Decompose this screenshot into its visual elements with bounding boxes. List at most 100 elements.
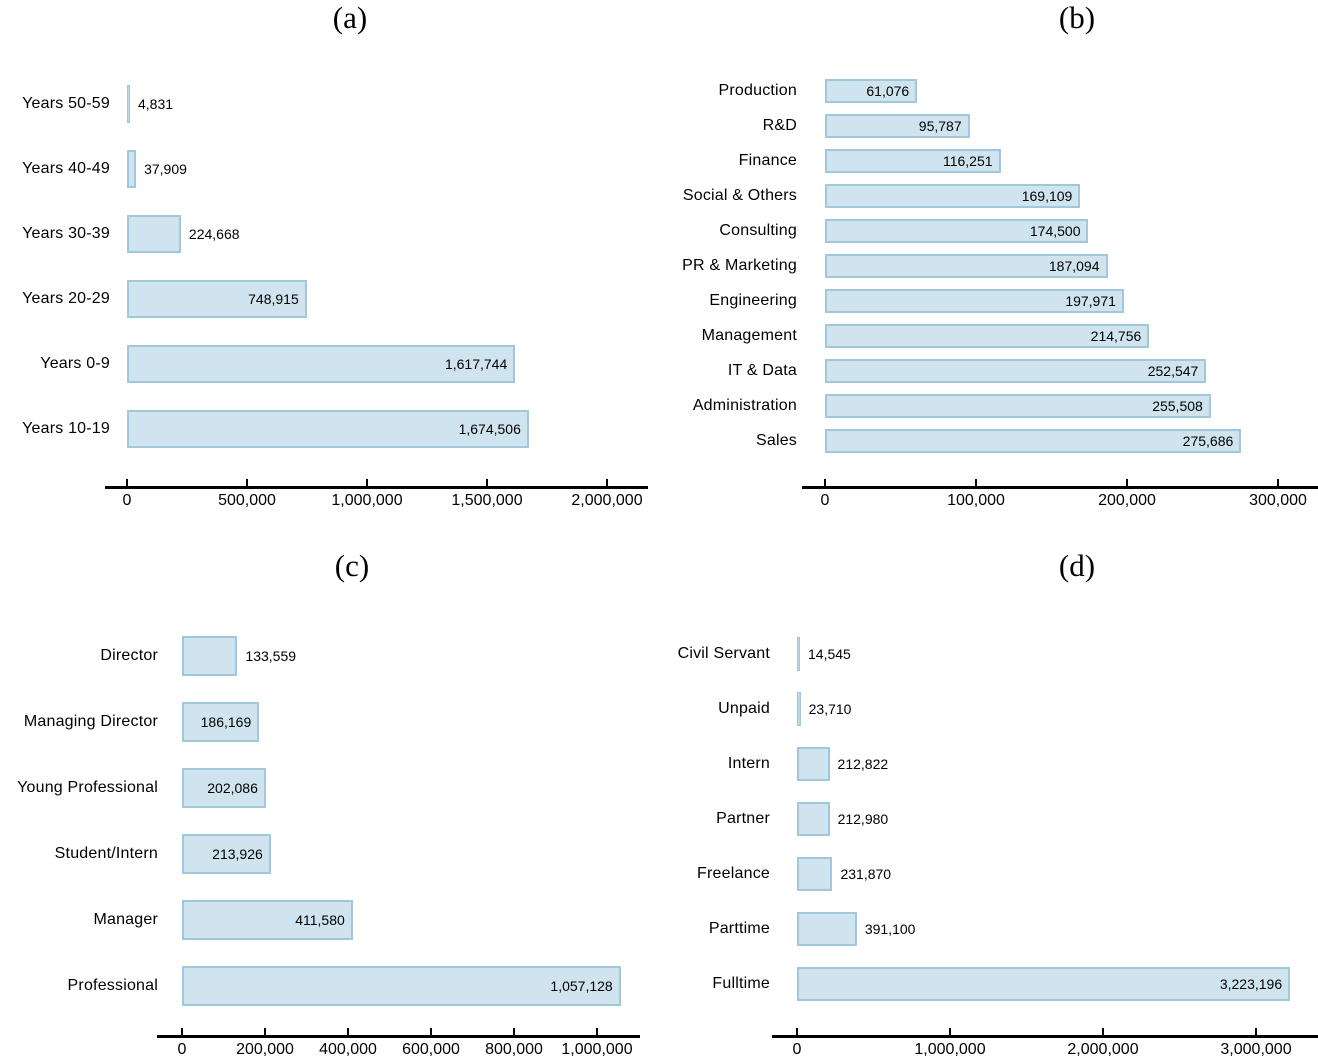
bar xyxy=(127,280,307,318)
x-axis-tick-label: 1,000,000 xyxy=(331,492,403,509)
category-label: Years 20-29 xyxy=(22,290,110,307)
bar xyxy=(797,912,857,946)
bar-value-label: 37,909 xyxy=(144,161,187,177)
x-axis-tick xyxy=(347,1028,349,1035)
bar-value-label: 212,822 xyxy=(837,756,889,772)
bar xyxy=(182,900,353,940)
chart-title-d: (d) xyxy=(1058,548,1096,583)
bar xyxy=(127,410,529,448)
bar xyxy=(797,967,1291,1001)
bar-value-label: 1,674,506 xyxy=(458,421,521,437)
x-axis-tick xyxy=(513,1028,515,1035)
bar xyxy=(127,150,137,188)
x-axis-line xyxy=(772,1035,1318,1038)
x-axis-tick-label: 1,500,000 xyxy=(451,492,523,509)
plot-area-c: Director 133,559 Managing Director 186,169 Y… xyxy=(0,530,659,1061)
plot-area-b: Production 61,076 R&D 95,787 Finance 116,251 S… xyxy=(659,0,1318,530)
category-label: Managing Director xyxy=(23,713,158,730)
x-axis-tick-label: 1,000,000 xyxy=(561,1041,633,1058)
x-axis-tick-label: 300,000 xyxy=(1249,492,1307,509)
bar-value-label: 212,980 xyxy=(837,811,889,827)
x-axis-tick xyxy=(366,479,368,486)
category-label: Professional xyxy=(67,977,158,994)
category-label: Consulting xyxy=(719,222,797,239)
x-axis-tick-label: 2,000,000 xyxy=(1067,1041,1139,1058)
chart-panel-c: (c) Director 133,559 Managing Director 186,… xyxy=(0,530,659,1061)
bar xyxy=(825,429,1242,453)
chart-title-b: (b) xyxy=(1058,0,1096,35)
category-label: Years 10-19 xyxy=(22,420,110,437)
bar xyxy=(182,834,271,874)
bar xyxy=(825,289,1124,313)
bar-value-label: 14,545 xyxy=(808,646,851,662)
chart-title-a: (a) xyxy=(332,0,368,35)
bar-value-label: 1,057,128 xyxy=(550,978,613,994)
category-label: Manager xyxy=(93,911,158,928)
bar-value-label: 186,169 xyxy=(200,714,252,730)
category-label: Years 30-39 xyxy=(22,225,110,242)
bar xyxy=(797,857,833,891)
x-axis-tick-label: 400,000 xyxy=(319,1041,377,1058)
bar xyxy=(182,966,621,1006)
bar-value-label: 4,831 xyxy=(138,96,174,112)
x-axis-tick-label: 0 xyxy=(122,492,132,509)
bar-value-label: 3,223,196 xyxy=(1219,976,1283,992)
category-label: R&D xyxy=(762,117,797,134)
category-label: Engineering xyxy=(709,292,797,309)
category-label: Production xyxy=(718,82,797,99)
chart-panel-d: (d) Civil Servant 14,545 Unpaid 23,710 Inter… xyxy=(659,530,1318,1061)
x-axis-tick-label: 200,000 xyxy=(1098,492,1156,509)
bar xyxy=(825,254,1108,278)
category-label: Parttime xyxy=(708,920,770,937)
x-axis-tick-label: 3,000,000 xyxy=(1220,1041,1292,1058)
bar-value-label: 411,580 xyxy=(295,912,345,928)
x-axis-tick xyxy=(606,479,608,486)
bar-value-label: 231,870 xyxy=(840,866,892,882)
bar-value-label: 95,787 xyxy=(918,118,962,134)
x-axis-tick xyxy=(430,1028,432,1035)
bar xyxy=(825,79,918,103)
bar xyxy=(825,324,1150,348)
category-label: Partner xyxy=(716,810,770,827)
x-axis-tick-label: 800,000 xyxy=(485,1041,543,1058)
plot-area-a: Years 50-59 4,831 Years 40-49 37,909 Years 3… xyxy=(0,0,659,530)
bar xyxy=(825,149,1001,173)
bar xyxy=(182,702,260,742)
bar-value-label: 213,926 xyxy=(212,846,263,862)
bar xyxy=(825,359,1207,383)
bar-value-label: 1,617,744 xyxy=(444,356,508,372)
category-label: Years 50-59 xyxy=(22,95,110,112)
bar xyxy=(182,768,266,808)
category-label: Administration xyxy=(692,397,797,414)
category-label: Social & Others xyxy=(682,187,797,204)
x-axis-tick-label: 0 xyxy=(820,492,830,509)
category-label: Years 0-9 xyxy=(40,355,110,372)
bar-value-label: 255,508 xyxy=(1152,398,1203,414)
category-label: Finance xyxy=(738,152,797,169)
x-axis-tick xyxy=(1102,1028,1104,1035)
category-label: Unpaid xyxy=(718,700,770,717)
bar xyxy=(182,636,238,676)
chart-title-c: (c) xyxy=(334,548,370,583)
x-axis-tick-label: 100,000 xyxy=(947,492,1005,509)
bar-value-label: 187,094 xyxy=(1048,258,1100,274)
x-axis-tick xyxy=(126,479,128,486)
category-label: Civil Servant xyxy=(677,645,770,662)
bar-value-label: 61,076 xyxy=(866,83,910,99)
x-axis-tick-label: 600,000 xyxy=(402,1041,460,1058)
x-axis-line xyxy=(105,486,648,489)
bar-value-label: 252,547 xyxy=(1147,363,1199,379)
bar xyxy=(825,219,1089,243)
bar-value-label: 174,500 xyxy=(1029,223,1081,239)
plot-area-d: Civil Servant 14,545 Unpaid 23,710 Intern 212… xyxy=(659,530,1318,1061)
bar-value-label: 169,109 xyxy=(1021,188,1073,204)
x-axis-tick-label: 500,000 xyxy=(218,492,276,509)
category-label: Intern xyxy=(727,755,770,772)
category-label: Student/Intern xyxy=(54,845,158,862)
x-axis-tick xyxy=(596,1028,598,1035)
category-label: IT & Data xyxy=(727,362,797,379)
bar xyxy=(127,345,516,383)
category-label: Management xyxy=(701,327,797,344)
bar xyxy=(797,637,800,671)
x-axis-tick xyxy=(246,479,248,486)
